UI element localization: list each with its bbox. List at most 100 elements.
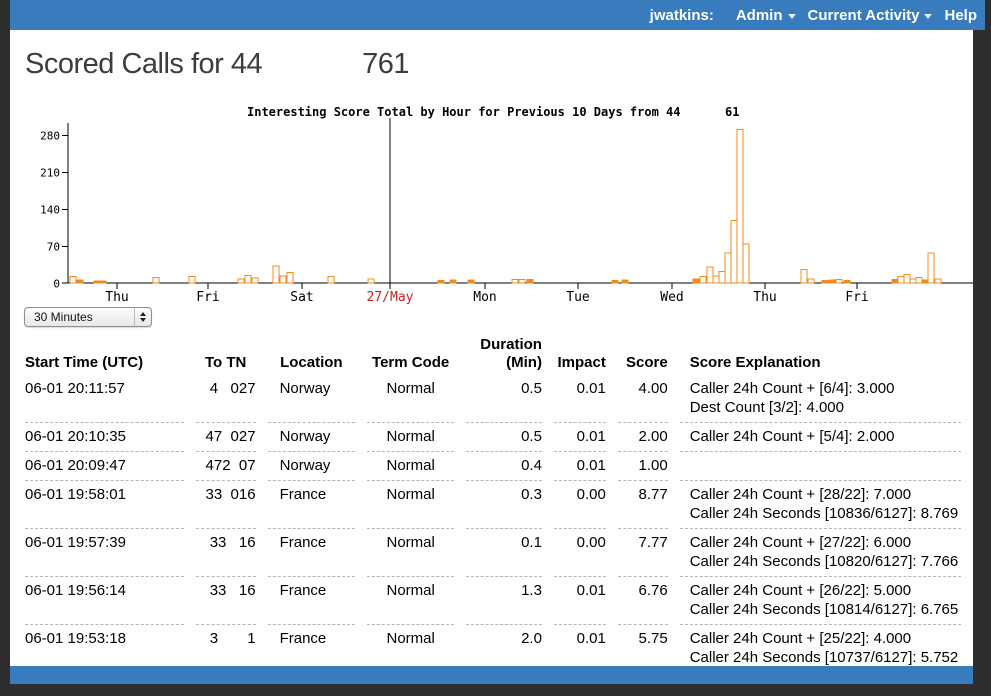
username-label: jwatkins:: [649, 6, 714, 24]
chart-bar: [327, 276, 335, 284]
menu-current-activity[interactable]: Current Activity: [808, 7, 933, 24]
chart-title: Interesting Score Total by Hour for Prev…: [247, 105, 680, 119]
top-menus: Admin Current Activity Help: [724, 7, 977, 24]
x-tick-label: Fri: [196, 290, 219, 305]
y-tick-label: 70: [47, 241, 60, 254]
cell-impact: 0.00: [553, 529, 606, 577]
cell-location: Norway: [267, 423, 356, 452]
table-header-cell: Impact: [557, 354, 606, 371]
chart-bar: [76, 279, 84, 284]
page-title-suffix: 761: [362, 48, 410, 80]
cell-location: France: [267, 529, 356, 577]
cell-score: 2.00: [617, 423, 668, 452]
chart-bar: [903, 274, 911, 284]
chart-bar: [152, 277, 160, 284]
chart-bar: [724, 252, 732, 284]
chart-bar: [272, 265, 280, 284]
x-tick-label: Thu: [105, 290, 128, 305]
calls-table: Start Time (UTC) To TN Location Term Code Du…: [13, 330, 973, 673]
cell-to-tn: 33 16: [195, 577, 256, 625]
chart-bar: [736, 129, 744, 284]
chart-bar: [712, 275, 720, 284]
chart-bar: [835, 278, 843, 284]
cell-score-explanation: Caller 24h Count + [25/22]: 4.000 Caller …: [679, 625, 961, 673]
cell-start-time: 06-01 19:58:01: [25, 481, 184, 529]
chart-bar: [742, 243, 750, 284]
chart-bar: [909, 278, 917, 284]
table-header-cell: Duration (Min): [480, 336, 542, 371]
explanation-line: Caller 24h Count + [27/22]: 6.000: [689, 534, 912, 551]
explanation-line: Caller 24h Count + [26/22]: 5.000: [689, 582, 912, 599]
table-row: 06-01 19:53:18 3 1 France Normal 2.0 0.01 5.75…: [25, 625, 961, 673]
cell-to-tn: 472 07: [195, 452, 256, 481]
chart-bar: [188, 276, 196, 284]
x-tick-label: Sat: [290, 290, 313, 305]
cell-term-code: Normal: [367, 423, 455, 452]
cell-to-tn: 33 16: [195, 529, 256, 577]
chart-bar: [807, 278, 815, 284]
chart-bar: [730, 220, 738, 284]
chart-bar: [437, 279, 445, 284]
cell-term-code: Normal: [367, 452, 455, 481]
cell-score: 7.77: [617, 529, 668, 577]
explanation-line: Dest Count [3/2]: 4.000: [689, 399, 844, 416]
y-tick-label: 0: [53, 278, 60, 291]
chart-bar: [467, 279, 475, 284]
cell-location: Norway: [267, 452, 356, 481]
cell-impact: 0.00: [553, 481, 606, 529]
page-title: Scored Calls for 44 761: [25, 48, 410, 81]
chart-bar: [69, 276, 77, 284]
score-chart: Interesting Score Total by Hour for Prev…: [40, 105, 973, 305]
cell-start-time: 06-01 19:56:14: [25, 577, 184, 625]
explanation-line: Caller 24h Seconds [10814/6127]: 6.765: [689, 601, 959, 618]
x-tick-label: Mon: [473, 290, 496, 305]
chart-bar: [921, 279, 929, 284]
explanation-line: Caller 24h Seconds [10820/6127]: 7.766: [689, 553, 959, 570]
cell-start-time: 06-01 20:10:35: [25, 423, 184, 452]
chart-bar: [237, 278, 245, 284]
menu-admin[interactable]: Admin: [736, 7, 796, 24]
chart-bar: [692, 278, 700, 284]
chart-bar: [621, 279, 629, 284]
cell-term-code: Normal: [367, 577, 455, 625]
y-tick-label: 210: [40, 167, 60, 180]
x-tick-label: Tue: [566, 290, 590, 305]
chart-bar: [821, 279, 829, 284]
top-bar: jwatkins: Admin Current Activity Help: [10, 0, 985, 30]
chevron-down-icon: [924, 14, 933, 19]
cell-duration: 1.3: [466, 577, 542, 625]
chart-bar: [611, 279, 619, 284]
chart-bar: [800, 268, 808, 284]
table-header-cell: Start Time (UTC): [25, 354, 144, 371]
cell-term-code: Normal: [367, 529, 455, 577]
interval-select-value: 30 Minutes: [34, 310, 93, 324]
table-row: 06-01 19:58:01 33 016 France Normal 0.3 0.00 8…: [25, 481, 961, 529]
cell-score-explanation: Caller 24h Count + [5/4]: 2.000: [679, 423, 961, 452]
stepper-icon: [134, 308, 151, 326]
chart-bar: [699, 276, 707, 284]
y-tick-label: 280: [40, 130, 60, 143]
cell-start-time: 06-01 20:09:47: [25, 452, 184, 481]
chart-bar: [511, 278, 519, 284]
chart-bar: [718, 270, 726, 284]
cell-score-explanation: Caller 24h Count + [28/22]: 7.000 Caller …: [679, 481, 961, 529]
cell-duration: 0.1: [466, 529, 542, 577]
page-title-prefix: Scored Calls for 44: [25, 48, 263, 80]
table-header-cell: Score: [626, 354, 668, 371]
explanation-line: Caller 24h Count + [25/22]: 4.000: [689, 630, 912, 647]
chart-bar: [99, 280, 107, 284]
cell-duration: 0.4: [466, 452, 542, 481]
table-row: 06-01 19:57:39 33 16 France Normal 0.1 0.00 7.…: [25, 529, 961, 577]
chart-bar: [93, 280, 101, 284]
cell-impact: 0.01: [553, 375, 606, 423]
table-header-cell: Term Code: [372, 354, 450, 371]
interval-select[interactable]: 30 Minutes: [24, 307, 152, 327]
explanation-line: Caller 24h Count + [28/22]: 7.000: [689, 486, 912, 503]
cell-to-tn: 4 027: [195, 375, 256, 423]
cell-score-explanation: Caller 24h Count + [27/22]: 6.000 Caller …: [679, 529, 961, 577]
cell-duration: 0.3: [466, 481, 542, 529]
chart-bar: [449, 279, 457, 284]
cell-impact: 0.01: [553, 423, 606, 452]
cell-to-tn: 47 027: [195, 423, 256, 452]
menu-help[interactable]: Help: [944, 6, 977, 24]
